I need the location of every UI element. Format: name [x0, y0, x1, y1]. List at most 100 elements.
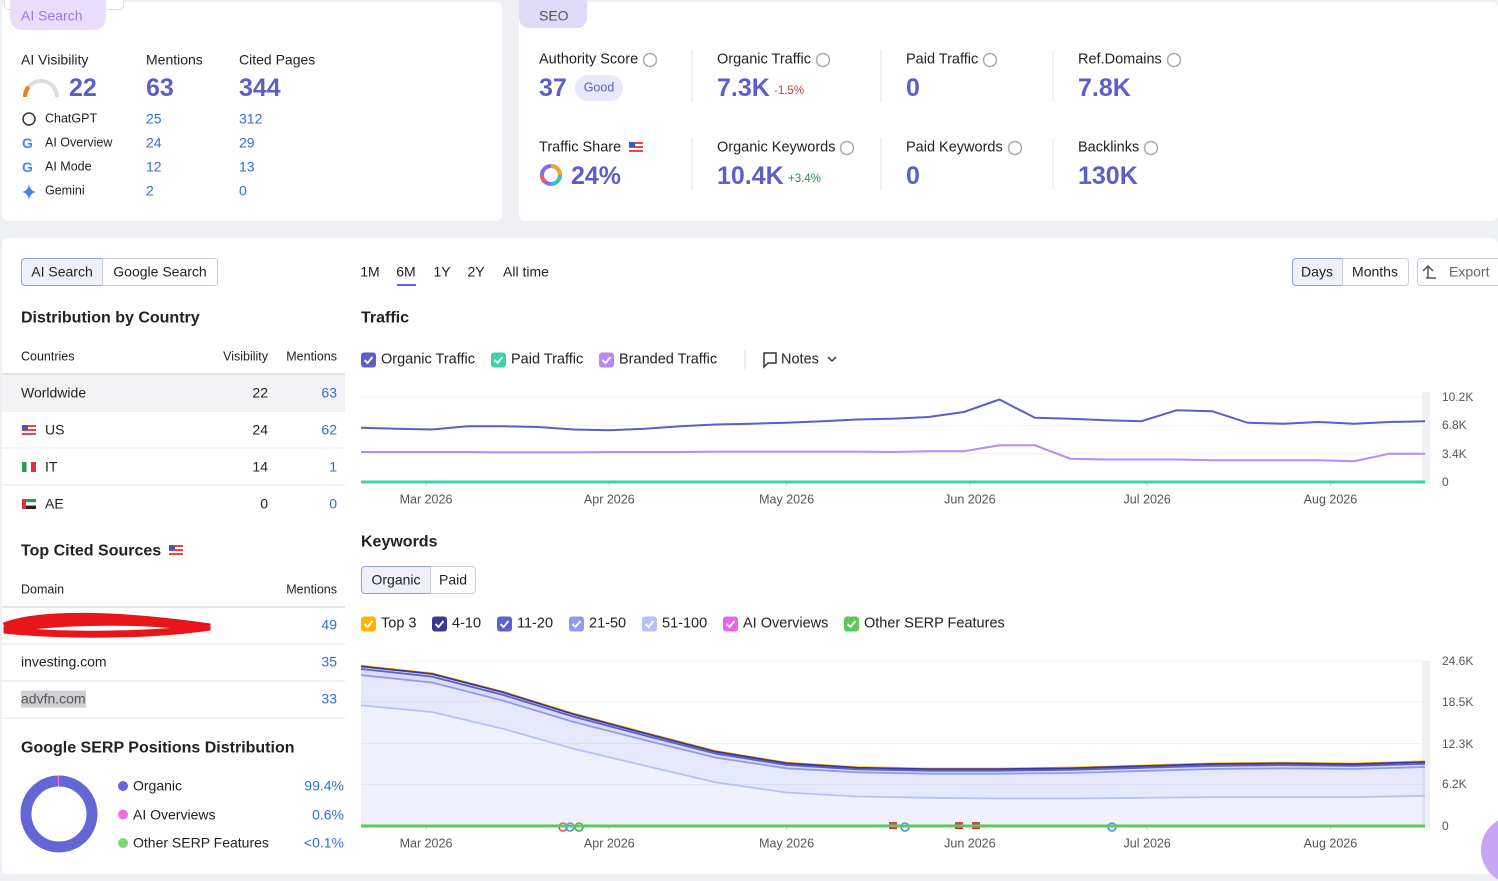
source-mentions: 35	[321, 653, 337, 670]
x-tick-label: Jul 2026	[1123, 836, 1171, 851]
legend-checkbox[interactable]	[491, 352, 506, 368]
column-header: Mentions	[286, 349, 337, 364]
info-icon	[1143, 140, 1159, 156]
toggle-label: AI Search	[31, 263, 93, 280]
assistant-bubble[interactable]	[1481, 816, 1498, 881]
legend-checkbox[interactable]	[599, 352, 614, 368]
metric-value: 24%	[571, 162, 622, 190]
export-button[interactable]	[1417, 258, 1498, 286]
period-button[interactable]: 2Y	[467, 263, 485, 280]
legend-label[interactable]: Branded Traffic	[619, 351, 718, 368]
legend-checkbox[interactable]	[361, 616, 376, 632]
legend-value: 99.4%	[304, 777, 344, 794]
checkmark	[644, 620, 655, 629]
section-title: Google SERP Positions Distribution	[21, 739, 295, 757]
metric-value: 0	[906, 162, 920, 190]
metric-label: Authority Score	[539, 51, 639, 68]
y-tick-label: 3.4K	[1442, 446, 1467, 461]
gauge-track	[23, 79, 59, 98]
metric-label: Organic Traffic	[717, 51, 812, 68]
legend-checkbox[interactable]	[432, 616, 447, 632]
x-tick-label: Apr 2026	[583, 836, 635, 851]
line	[360, 398, 1426, 432]
badge-text: Good	[583, 80, 615, 95]
toggle[interactable]	[102, 258, 218, 286]
legend-label[interactable]: 11-20	[517, 615, 554, 632]
tab-label: SEO	[539, 7, 569, 24]
chatgpt-icon	[22, 112, 36, 126]
legend-value: 0.6%	[312, 806, 344, 823]
y-tick-label: 12.3K	[1442, 736, 1474, 751]
chart-title: Traffic	[361, 309, 410, 327]
area-line	[360, 668, 1426, 772]
table-lines	[2, 373, 345, 719]
period-button[interactable]: 1Y	[433, 263, 451, 280]
row-highlight	[2, 375, 345, 411]
seo-card	[519, 2, 1498, 221]
legend-label[interactable]: 4-10	[452, 615, 482, 632]
it-flag	[22, 461, 36, 473]
ae-flag	[22, 499, 36, 509]
toggle-label[interactable]: Organic	[371, 571, 421, 588]
legend-label[interactable]: 21-50	[589, 615, 627, 632]
redaction-scribble	[2, 612, 211, 638]
checkmark	[363, 356, 374, 365]
x-tick-label: Jun 2026	[944, 492, 996, 507]
x-tick-label: Aug 2026	[1303, 836, 1358, 851]
checkmark	[493, 356, 504, 365]
platform-mentions: 2	[146, 182, 154, 199]
country-visibility: 24	[252, 421, 268, 438]
legend-label[interactable]: Top 3	[381, 615, 417, 632]
platform-name: AI Mode	[45, 159, 92, 174]
donut-segment	[20, 775, 98, 853]
metric-value: 22	[69, 74, 97, 102]
platform-mentions: 25	[146, 110, 162, 127]
metric-value: 63	[146, 74, 174, 102]
metric-label: Cited Pages	[239, 51, 316, 68]
legend-checkbox[interactable]	[497, 616, 512, 632]
checkmark	[601, 356, 612, 365]
section-title: Distribution by Country	[21, 309, 200, 327]
metric-value: 0	[906, 74, 920, 102]
column-header: Visibility	[223, 349, 268, 364]
area-fill	[361, 705, 1425, 826]
tab-pill	[519, 0, 587, 28]
legend-label[interactable]: Paid Traffic	[511, 351, 584, 368]
legend-checkbox[interactable]	[569, 616, 584, 632]
notes-button[interactable]: Notes	[781, 351, 819, 368]
toggle[interactable]	[430, 566, 476, 594]
toggle[interactable]	[361, 566, 431, 594]
country-name: AE	[45, 495, 64, 512]
x-tick-label: Jul 2026	[1123, 492, 1171, 507]
period-button[interactable]: 1M	[360, 263, 380, 280]
legend-label[interactable]: Organic Traffic	[381, 351, 476, 368]
toggle-label[interactable]: Paid	[438, 571, 468, 588]
column-header: Domain	[21, 582, 65, 597]
metric-value: 10.4K	[717, 162, 784, 190]
legend-checkbox[interactable]	[844, 616, 859, 632]
legend-checkbox[interactable]	[723, 616, 738, 632]
export-label[interactable]: Export	[1449, 263, 1490, 280]
metric-label: AI Visibility	[21, 51, 89, 68]
period-button[interactable]: All time	[503, 263, 549, 280]
legend-checkbox[interactable]	[361, 352, 376, 368]
legend-label[interactable]: AI Overviews	[743, 615, 829, 632]
source-domain: advfn.com	[21, 690, 86, 708]
legend-label[interactable]: 51-100	[662, 615, 708, 632]
donut-segment	[20, 775, 98, 853]
platform-mentions: 12	[146, 158, 162, 175]
metric-label: Paid Keywords	[906, 139, 1003, 156]
y-tick-label: 10.2K	[1442, 389, 1474, 404]
toggle[interactable]	[21, 258, 103, 286]
legend-label[interactable]: Other SERP Features	[864, 615, 1005, 632]
legend-label: AI Overviews	[133, 806, 216, 823]
info-icon	[815, 52, 831, 68]
export-icon	[1422, 264, 1436, 279]
ai-search-card	[2, 2, 502, 221]
legend-value: <0.1%	[303, 834, 344, 851]
platform-cited: 29	[239, 134, 255, 151]
period-button[interactable]: 6M	[396, 263, 416, 280]
legend-checkbox[interactable]	[642, 616, 657, 632]
toggle[interactable]	[1342, 258, 1409, 286]
country-visibility: 0	[260, 495, 268, 512]
